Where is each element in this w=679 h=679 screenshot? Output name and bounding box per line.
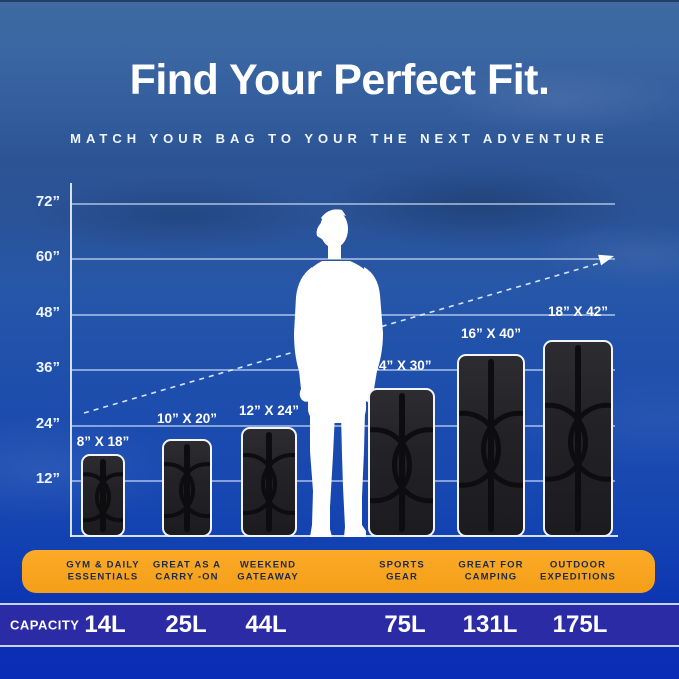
capacity-label: CAPACITY	[10, 617, 80, 633]
bag-item: 18” X 42”	[543, 304, 613, 537]
y-tick-label: 12”	[35, 470, 60, 487]
capacity-value: 14L	[84, 611, 126, 638]
use-case-item: GREAT FOR CAMPING	[458, 559, 523, 584]
use-case-line: GYM & DAILY	[66, 559, 140, 571]
bag-item: 16” X 40”	[457, 326, 525, 537]
y-tick-label: 36”	[35, 359, 60, 376]
bag-item: 8” X 18”	[77, 434, 129, 537]
duffel-bag-icon	[162, 439, 212, 537]
bag-size-label: 18” X 42”	[547, 304, 609, 319]
use-case-line: GEAR	[386, 571, 418, 583]
capacity-value: 131L	[462, 611, 518, 638]
use-case-line: GATEAWAY	[237, 571, 299, 583]
use-case-item: WEEKEND GATEAWAY	[237, 559, 299, 584]
capacity-band: CAPACITY 14L 25L 44L 75L 131L 175L	[0, 603, 679, 647]
capacity-value: 75L	[384, 611, 426, 638]
y-tick-label: 72”	[35, 193, 60, 210]
use-case-line: GREAT AS A	[152, 559, 222, 571]
y-axis-line	[70, 183, 72, 537]
use-case-line: EXPEDITIONS	[540, 571, 616, 583]
person-silhouette-icon	[294, 209, 383, 537]
use-case-line: OUTDOOR	[549, 559, 607, 571]
bag-item: 12” X 24”	[239, 403, 299, 537]
capacity-value: 175L	[552, 611, 608, 638]
gridline-72	[71, 203, 615, 205]
y-tick-label: 60”	[35, 248, 60, 265]
duffel-bag-icon	[543, 340, 613, 537]
bag-size-label: 14” X 30”	[371, 358, 432, 373]
y-tick-label: 48”	[35, 304, 60, 321]
bag-size-label: 10” X 20”	[156, 411, 218, 426]
gridline-60	[71, 258, 615, 260]
use-case-line: GREAT FOR	[458, 559, 524, 571]
use-case-item: SPORTS GEAR	[379, 559, 425, 584]
bag-size-label: 16” X 40”	[460, 326, 522, 341]
capacity-value: 44L	[245, 611, 287, 638]
use-case-line: SPORTS	[379, 559, 425, 571]
duffel-bag-icon	[241, 427, 297, 537]
bag-item: 14” X 30”	[368, 358, 435, 537]
use-case-line: WEEKEND	[239, 559, 297, 571]
x-axis-line	[70, 535, 618, 537]
use-case-item: OUTDOOR EXPEDITIONS	[540, 559, 616, 584]
bag-size-label: 12” X 24”	[238, 403, 300, 418]
duffel-bag-icon	[457, 354, 525, 537]
capacity-value: 25L	[165, 611, 207, 638]
y-tick-label: 24”	[35, 415, 60, 432]
use-case-line: CAMPING	[464, 571, 518, 583]
duffel-bag-icon	[81, 454, 125, 537]
subtitle: MATCH YOUR BAG TO YOUR THE NEXT ADVENTUR…	[70, 131, 609, 146]
bag-item: 10” X 20”	[157, 411, 217, 537]
use-case-item: GYM & DAILY ESSENTIALS	[66, 559, 140, 584]
use-case-banner: GYM & DAILY ESSENTIALS GREAT AS A CARRY …	[22, 550, 655, 593]
page-title: Find Your Perfect Fit.	[129, 56, 550, 104]
bag-size-label: 8” X 18”	[76, 434, 130, 449]
use-case-item: GREAT AS A CARRY -ON	[153, 559, 221, 584]
duffel-bag-icon	[368, 388, 435, 537]
use-case-line: ESSENTIALS	[67, 571, 139, 583]
use-case-line: CARRY -ON	[155, 571, 219, 583]
